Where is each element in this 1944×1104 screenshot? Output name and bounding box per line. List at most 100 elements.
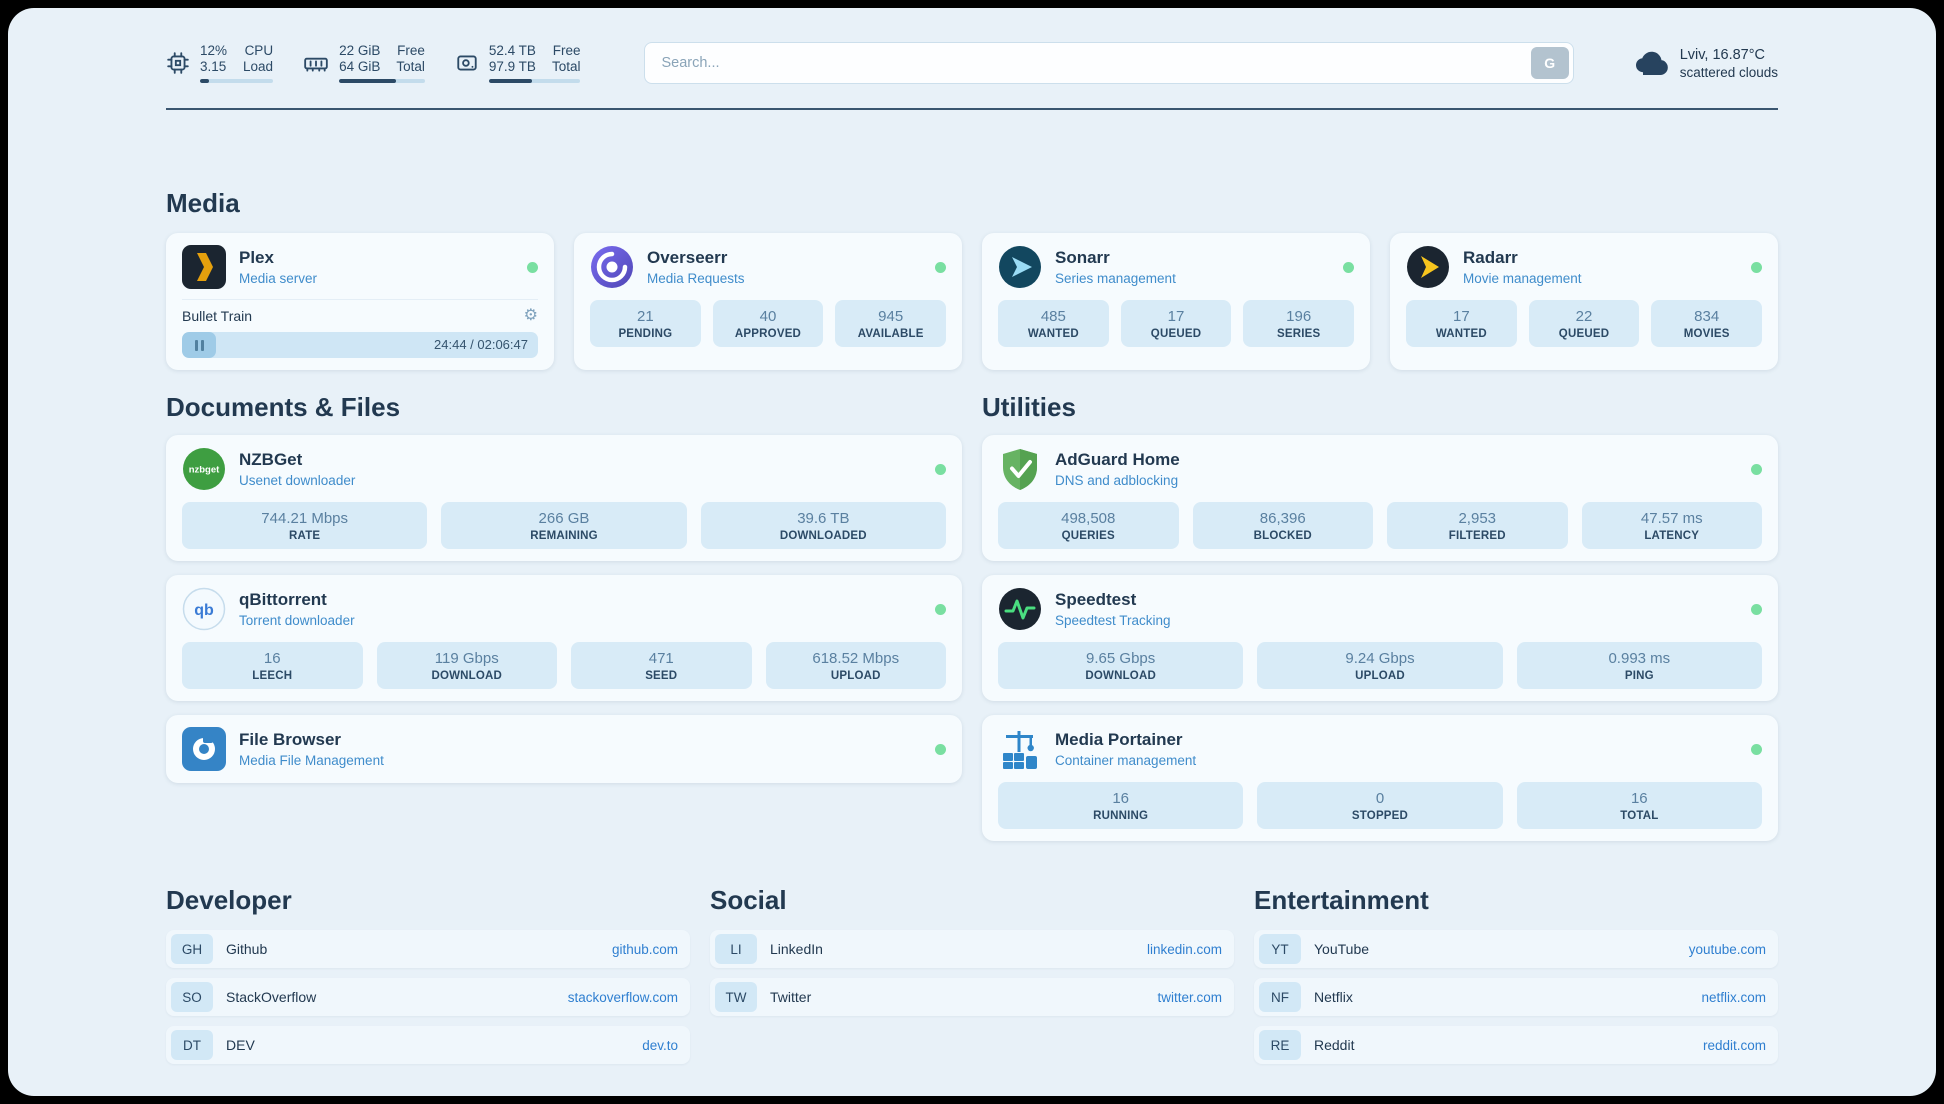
bookmark-link: reddit.com: [1702, 1037, 1766, 1053]
bookmark-link: twitter.com: [1157, 989, 1222, 1005]
bookmark-link: youtube.com: [1688, 941, 1766, 957]
stat-download: 9.65 Gbps DOWNLOAD: [998, 642, 1244, 689]
stat-queued: 22 QUEUED: [1528, 300, 1640, 347]
bookmark-stackoverflow[interactable]: SO StackOverflow stackoverflow.com: [166, 978, 690, 1016]
stat-total: 16 TOTAL: [1516, 782, 1762, 829]
stat-value: 945: [878, 308, 904, 325]
bookmark-reddit[interactable]: RE Reddit reddit.com: [1254, 1026, 1778, 1064]
stat-value: 266 GB: [538, 510, 590, 527]
disk-widget: 52.4 TB Free 97.9 TB Total: [455, 43, 581, 83]
stat-value: 40: [759, 308, 777, 325]
radarr-icon: [1406, 245, 1450, 289]
bookmark-youtube[interactable]: YT YouTube youtube.com: [1254, 930, 1778, 968]
stat-label: PING: [1624, 670, 1654, 682]
filebrowser-card[interactable]: File Browser Media File Management: [166, 715, 962, 783]
stat-label: BLOCKED: [1253, 530, 1312, 542]
status-dot: [1751, 603, 1762, 615]
cpu-load-value: 3.15: [200, 59, 227, 74]
stat-rate: 744.21 Mbps RATE: [182, 502, 428, 549]
stat-remaining: 266 GB REMAINING: [441, 502, 687, 549]
stat-label: PENDING: [618, 328, 673, 340]
service-subtitle: Media server: [239, 271, 318, 286]
stat-filtered: 2,953 FILTERED: [1387, 502, 1568, 549]
nzbget-card[interactable]: nzbget NZBGet Usenet downloader 74: [166, 435, 962, 561]
stat-value: 471: [648, 650, 674, 667]
bookmark-link: stackoverflow.com: [567, 989, 678, 1005]
stat-label: SERIES: [1276, 328, 1321, 340]
bookmark-group-social: Social LI LinkedIn linkedin.com TW Twitt…: [710, 885, 1234, 1064]
social-section-title: Social: [710, 885, 787, 915]
bookmark-netflix[interactable]: NF Netflix netflix.com: [1254, 978, 1778, 1016]
bookmark-twitter[interactable]: TW Twitter twitter.com: [710, 978, 1234, 1016]
stat-wanted: 17 WANTED: [1406, 300, 1517, 347]
plex-card[interactable]: Plex Media server Bullet Train ⚙: [166, 233, 554, 370]
developer-section-title: Developer: [166, 885, 292, 915]
speedtest-card[interactable]: Speedtest Speedtest Tracking 9.65 Gbps D…: [982, 575, 1778, 701]
stat-value: 17: [1167, 308, 1185, 325]
adguard-card[interactable]: AdGuard Home DNS and adblocking 498,508 …: [982, 435, 1778, 561]
stat-value: 16: [1630, 790, 1648, 807]
stat-download: 119 Gbps DOWNLOAD: [376, 642, 557, 689]
stat-label: SEED: [645, 670, 678, 682]
speedtest-icon: [998, 587, 1042, 631]
section-documents: Documents & Files nzbget: [166, 392, 962, 783]
gear-icon[interactable]: ⚙: [523, 307, 538, 324]
portainer-card[interactable]: Media Portainer Container management 16 …: [982, 715, 1778, 841]
status-dot: [527, 261, 538, 273]
stat-value: 86,396: [1259, 510, 1306, 527]
search-input[interactable]: [644, 42, 1574, 84]
sonarr-card[interactable]: Sonarr Series management 485 WANTED 17 Q…: [982, 233, 1370, 370]
disk-icon: [455, 51, 479, 75]
pause-icon[interactable]: [194, 339, 198, 351]
service-subtitle: Speedtest Tracking: [1055, 613, 1171, 628]
media-section-title: Media: [166, 188, 240, 218]
stat-label: STOPPED: [1351, 810, 1409, 822]
stat-queued: 17 QUEUED: [1120, 300, 1232, 347]
stat-label: REMAINING: [530, 530, 598, 542]
bookmark-abbr: DT: [171, 1030, 213, 1060]
stat-upload: 9.24 Gbps UPLOAD: [1257, 642, 1503, 689]
stat-label: QUEUED: [1150, 328, 1202, 340]
stat-wanted: 485 WANTED: [998, 300, 1109, 347]
memory-widget: 22 GiB Free 64 GiB Total: [303, 43, 425, 83]
cpu-load-label: Load: [243, 59, 274, 74]
qbittorrent-card[interactable]: qb qBittorrent Torrent downloader: [166, 575, 962, 701]
stat-upload: 618.52 Mbps UPLOAD: [765, 642, 946, 689]
service-name: NZBGet: [239, 450, 303, 469]
bookmark-dev[interactable]: DT DEV dev.to: [166, 1026, 690, 1064]
stat-label: APPROVED: [734, 328, 802, 340]
memory-free-value: 22 GiB: [339, 43, 381, 58]
stat-label: WANTED: [1027, 328, 1079, 340]
cpu-usage-value: 12%: [200, 43, 228, 58]
radarr-card[interactable]: Radarr Movie management 17 WANTED 22 QUE…: [1390, 233, 1778, 370]
stat-label: DOWNLOAD: [1085, 670, 1156, 682]
filebrowser-icon: [182, 727, 226, 771]
bookmark-linkedin[interactable]: LI LinkedIn linkedin.com: [710, 930, 1234, 968]
bookmark-github[interactable]: GH Github github.com: [166, 930, 690, 968]
cpu-progress-bar: [200, 79, 274, 83]
stat-label: QUERIES: [1061, 530, 1115, 542]
stat-value: 9.65 Gbps: [1086, 650, 1156, 667]
playback-progress-bar[interactable]: 24:44 / 02:06:47: [182, 332, 538, 358]
stat-downloaded: 39.6 TB DOWNLOADED: [700, 502, 946, 549]
adguard-icon: [998, 447, 1042, 491]
playback-time: 24:44 / 02:06:47: [434, 337, 528, 352]
stat-seed: 471 SEED: [571, 642, 752, 689]
status-dot: [1751, 463, 1762, 475]
stat-blocked: 86,396 BLOCKED: [1192, 502, 1373, 549]
search-provider-button[interactable]: G: [1530, 47, 1569, 79]
disk-total-label: Total: [551, 59, 581, 74]
disk-progress-bar: [488, 79, 581, 83]
stat-value: 834: [1694, 308, 1720, 325]
stat-value: 39.6 TB: [797, 510, 850, 527]
stat-series: 196 SERIES: [1243, 300, 1355, 347]
bookmark-name: DEV: [226, 1037, 255, 1053]
stat-running: 16 RUNNING: [998, 782, 1244, 829]
service-name: Media Portainer: [1055, 730, 1183, 749]
status-dot: [1751, 743, 1762, 755]
bookmark-link: linkedin.com: [1146, 941, 1222, 957]
bookmark-abbr: NF: [1259, 982, 1301, 1012]
stat-value: 0.993 ms: [1608, 650, 1671, 667]
stat-value: 618.52 Mbps: [812, 650, 900, 667]
overseerr-card[interactable]: Overseerr Media Requests 21 PENDING 40 A…: [574, 233, 962, 370]
